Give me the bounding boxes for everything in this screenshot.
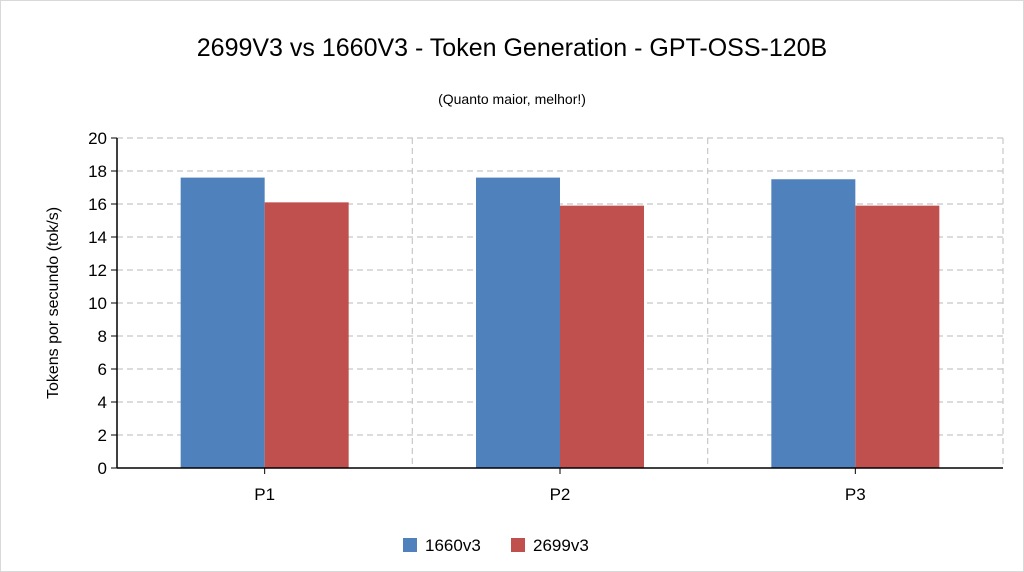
y-tick-label: 16 <box>88 195 107 214</box>
legend: 1660v3 2699v3 <box>403 536 589 555</box>
y-tick-label: 2 <box>98 426 107 445</box>
legend-swatch-1660v3 <box>403 538 417 552</box>
plot-area: 0 2 4 6 8 10 12 14 16 18 20 P1 P2 P3 <box>88 129 1004 504</box>
chart-subtitle: (Quanto maior, melhor!) <box>438 91 586 107</box>
y-tick-label: 10 <box>88 294 107 313</box>
bar-1660v3-P3 <box>771 179 856 468</box>
y-tick-label: 4 <box>98 393 107 412</box>
legend-swatch-2699v3 <box>511 538 525 552</box>
legend-label-1660v3: 1660v3 <box>425 536 481 555</box>
bar-2699v3-P1 <box>264 202 349 468</box>
x-tick-label: P3 <box>845 485 866 504</box>
y-tick-label: 8 <box>98 327 107 346</box>
bar-2699v3-P2 <box>560 205 644 468</box>
y-tick-label: 20 <box>88 129 107 148</box>
x-tick-label: P1 <box>254 485 275 504</box>
y-tick-label: 6 <box>98 360 107 379</box>
y-tick-label: 12 <box>88 261 107 280</box>
legend-label-2699v3: 2699v3 <box>533 536 589 555</box>
y-tick-label: 0 <box>98 459 107 478</box>
y-tick-label: 14 <box>88 228 107 247</box>
y-axis-label: Tokens por secundo (tok/s) <box>45 207 62 399</box>
bar-1660v3-P2 <box>476 177 560 468</box>
bar-2699v3-P3 <box>855 205 940 468</box>
chart-title: 2699V3 vs 1660V3 - Token Generation - GP… <box>197 34 827 62</box>
y-tick-label: 18 <box>88 162 107 181</box>
x-tick-label: P2 <box>550 485 571 504</box>
bar-1660v3-P1 <box>180 177 265 468</box>
